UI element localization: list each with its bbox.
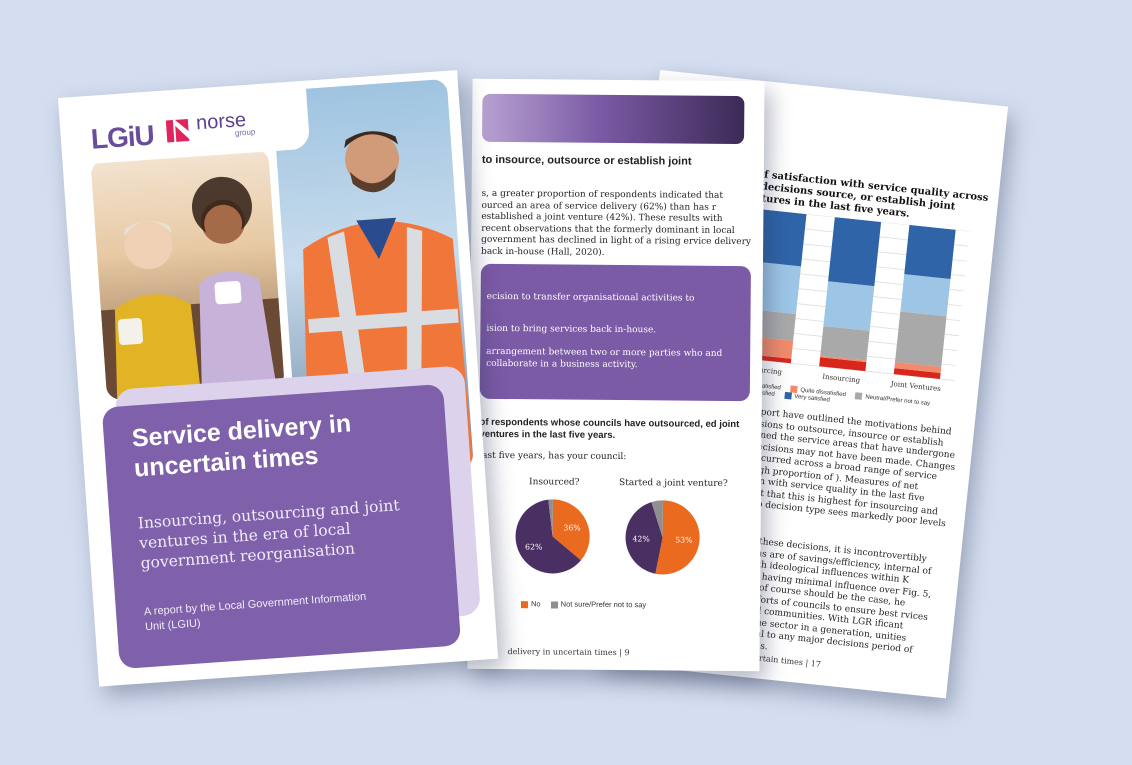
header-banner	[482, 93, 745, 145]
pie-slice-no	[515, 499, 581, 574]
lgiu-logo: LGiU	[89, 119, 155, 155]
bar-segment-quite-satisfied	[900, 274, 951, 317]
logo-bar: LGiU norse group	[76, 88, 311, 165]
legend-notsure: Not sure/Prefer not to say	[560, 599, 647, 610]
definition-joint-venture: arrangement between two or more parties …	[486, 346, 723, 370]
pie-slice-yes	[552, 499, 590, 561]
bar-segment-quite-dissatisfied	[894, 362, 942, 373]
stacked-bar-chart: sourcing Insourcing Joint Ventures	[729, 207, 970, 396]
bar-segment-very-satisfied	[754, 209, 807, 267]
pie-slice-not-sure-prefer-not-to-say	[651, 500, 663, 538]
report-byline: A report by the Local Government Informa…	[143, 590, 367, 634]
bar-segment-quite-satisfied	[823, 281, 875, 331]
bar-segment-very-satisfied	[904, 224, 956, 280]
bar-segment-quite-dissatisfied	[820, 355, 867, 363]
norse-logo-sub: group	[234, 127, 256, 138]
pie-joint-venture: 53% 42%	[625, 500, 700, 575]
section-heading: to insource, outsource or establish join…	[481, 153, 692, 168]
legend-no: No	[530, 599, 541, 609]
pie-data-label: 62%	[525, 542, 542, 551]
norse-n-icon	[165, 118, 190, 143]
survey-question: last five years, has your council:	[479, 450, 627, 463]
pie-data-label: 36%	[563, 523, 580, 532]
report-page-9: to insource, outsource or establish join…	[467, 78, 765, 672]
photo-carer-and-resident	[90, 148, 285, 401]
pie-slice-no	[625, 502, 663, 574]
legend-no-swatch	[520, 600, 529, 608]
bar-segment-very-satisfied	[828, 217, 882, 287]
bar-segment-very-dissatisfied	[893, 368, 941, 379]
pie-slice-not-sure-prefer-not-to-say	[548, 499, 553, 537]
bar-segment-neutral-prefer-not-to-say	[894, 311, 947, 368]
pie-data-label: 53%	[675, 535, 692, 544]
legend-notsure-swatch	[550, 600, 558, 609]
pie-slice-yes	[655, 500, 700, 575]
bar-segment-neutral-prefer-not-to-say	[820, 325, 870, 361]
pie-insourced-title: Insourced?	[529, 477, 580, 488]
norse-logo: norse group	[195, 108, 255, 140]
pie-insourced: 36% 62%	[515, 499, 590, 574]
figure-heading: of respondents whose councils have outso…	[479, 416, 740, 441]
pie-data-label: 42%	[632, 534, 649, 543]
legend-neutral: Neutral/Prefer not to say	[855, 392, 930, 407]
bar-tick-label: Joint Ventures	[889, 380, 941, 393]
definition-outsourcing: ecision to transfer organisational activ…	[486, 291, 695, 304]
report-cover: LGiU norse group Service delivery in unc…	[58, 70, 499, 687]
intro-paragraph: s, a greater proportion of respondents i…	[481, 188, 752, 258]
report-subtitle: Insourcing, outsourcing and joint ventur…	[137, 496, 401, 573]
definition-insourcing: ision to bring services back in-house.	[486, 323, 657, 336]
title-card: Service delivery in uncertain times Inso…	[101, 383, 462, 670]
pie-legend: No Not sure/Prefer not to say	[513, 599, 646, 609]
report-title: Service delivery in uncertain times	[130, 409, 352, 483]
definitions-box: ecision to transfer organisational activ…	[479, 263, 751, 402]
page-footer: delivery in uncertain times | 9	[507, 647, 630, 658]
gridline	[746, 207, 970, 232]
pie-jv-title: Started a joint venture?	[619, 478, 728, 489]
bar-segment-very-dissatisfied	[819, 357, 867, 372]
bar-tick-label: sourcing	[751, 365, 783, 376]
bar-tick-label: Insourcing	[822, 373, 861, 385]
